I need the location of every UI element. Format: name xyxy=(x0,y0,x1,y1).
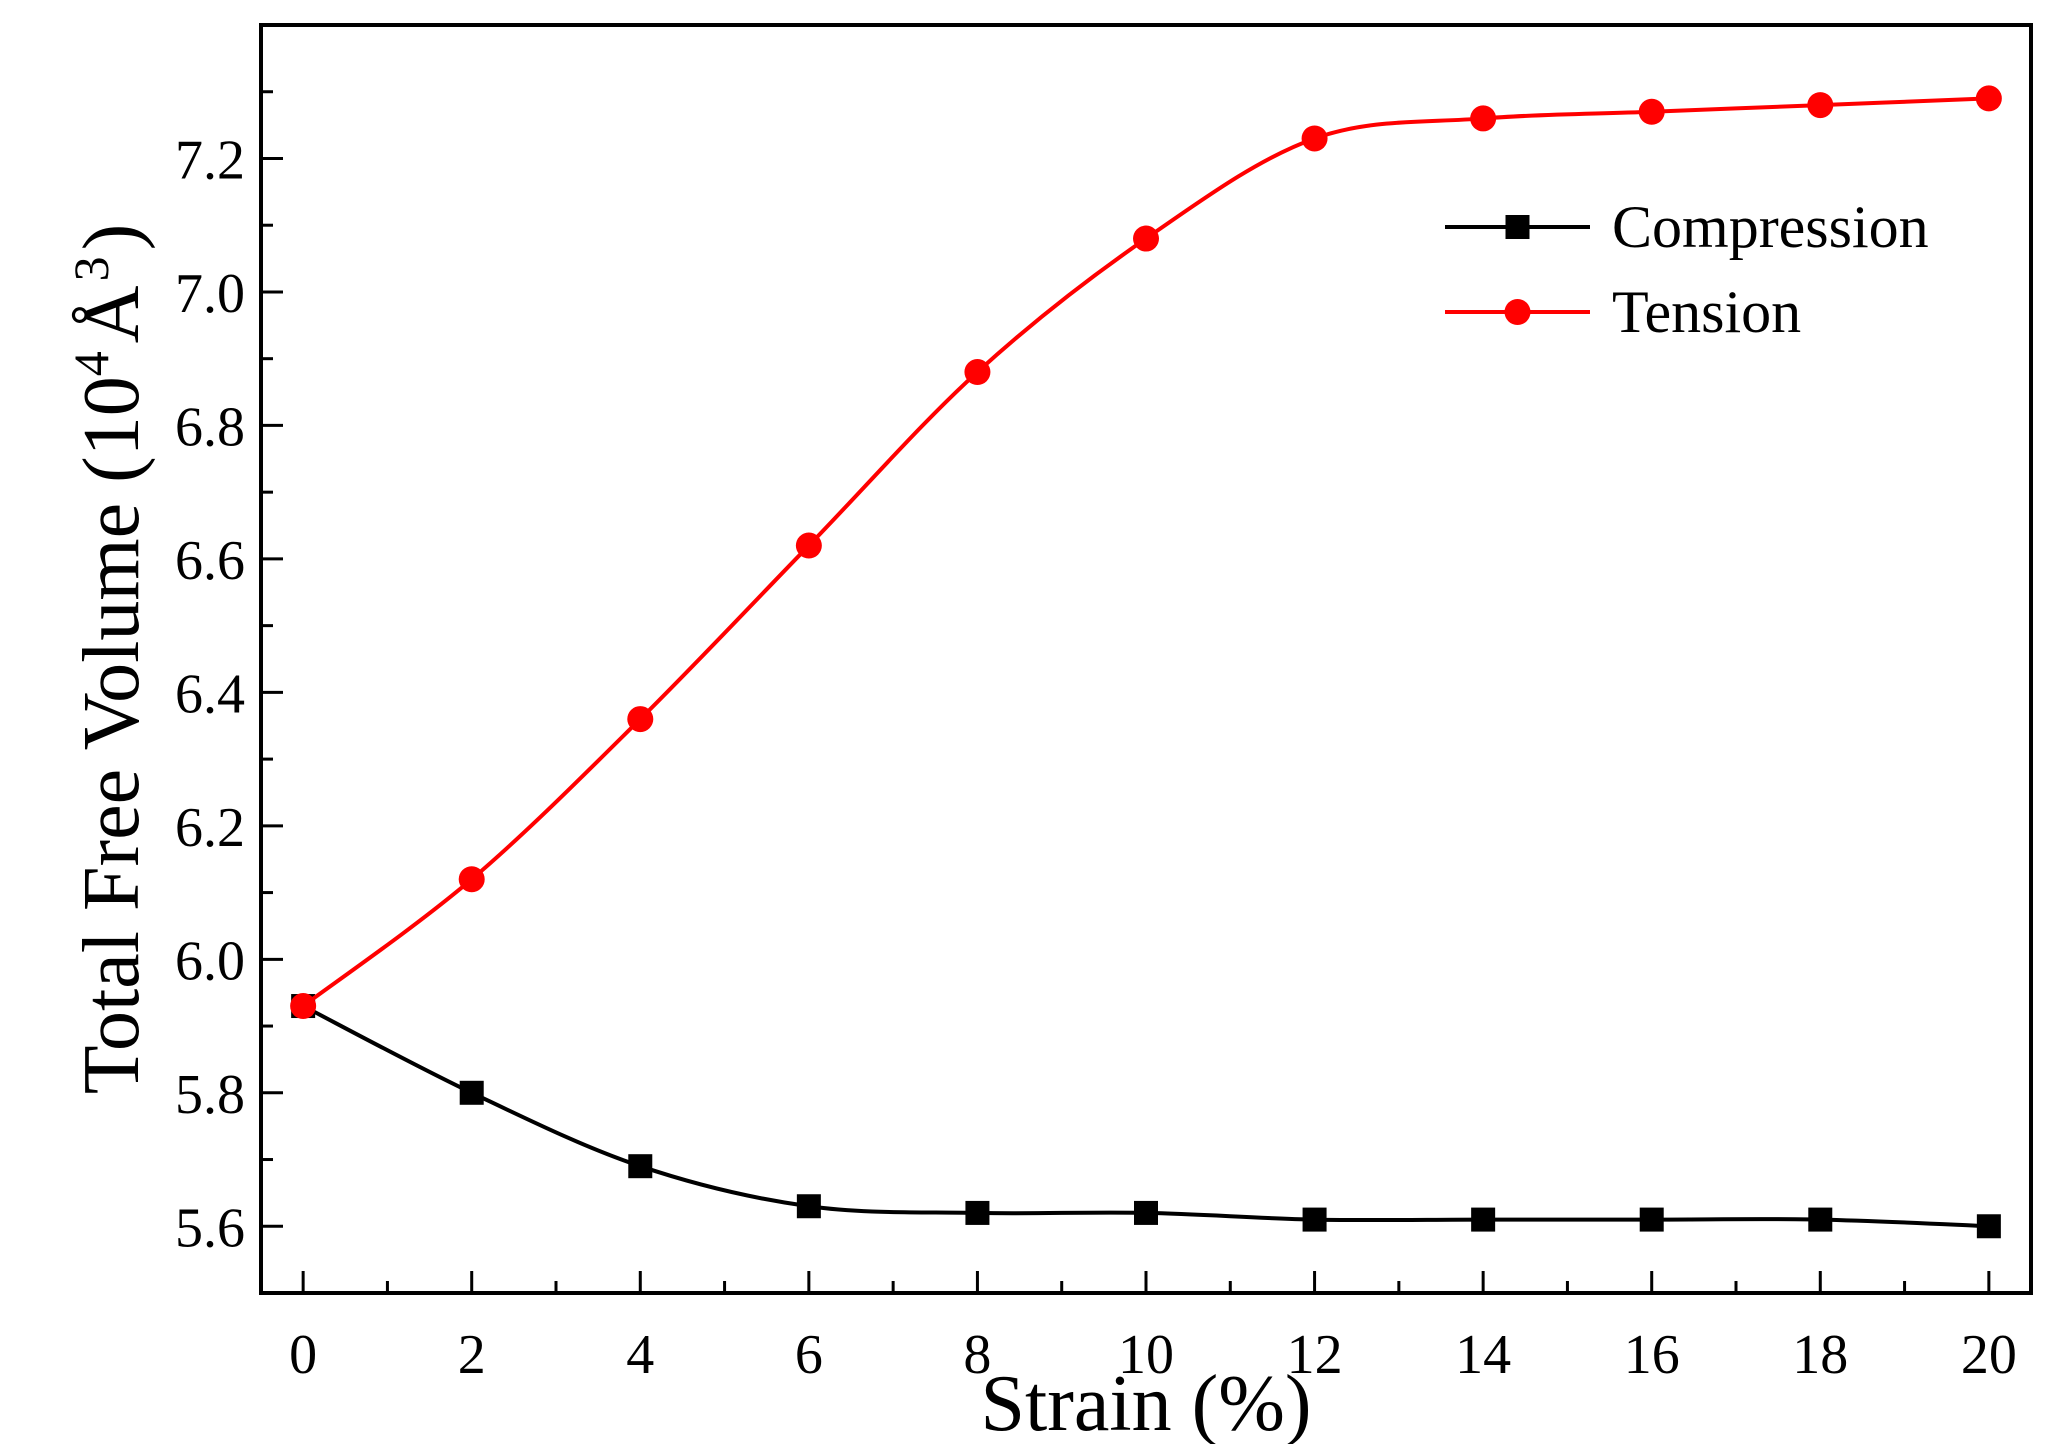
x-tick-labels: 0 2 4 6 8 10 12 14 16 18 20 xyxy=(289,1324,2017,1386)
y-axis-title-prefix: Total Free Volume (10 xyxy=(68,376,156,1094)
data-point-tension xyxy=(964,359,991,386)
y-axis-title-exp1: 4 xyxy=(63,351,119,376)
y-tick-label: 5.8 xyxy=(175,1064,245,1126)
legend-item-compression: Compression xyxy=(1445,194,1929,260)
y-tick-label: 5.6 xyxy=(175,1197,245,1259)
legend: Compression Tension xyxy=(1445,194,1929,345)
y-tick-label: 6.2 xyxy=(175,797,245,859)
series-layer xyxy=(290,85,2002,1239)
y-tick-label: 7.0 xyxy=(175,263,245,325)
x-tick-label: 10 xyxy=(1118,1324,1174,1386)
data-point-tension xyxy=(795,532,822,559)
legend-marker-tension xyxy=(1504,299,1531,325)
data-point-compression xyxy=(965,1200,990,1225)
data-point-compression xyxy=(459,1080,484,1105)
x-tick-label: 16 xyxy=(1624,1324,1680,1386)
x-axis-title: Strain (%) xyxy=(980,1360,1311,1444)
y-tick-label: 6.6 xyxy=(175,530,245,592)
y-axis-title-suffix: ) xyxy=(68,224,156,251)
plot-frame xyxy=(259,23,2033,1295)
data-point-tension xyxy=(1133,225,1159,252)
data-point-tension xyxy=(1638,98,1665,125)
y-tick-label: 7.2 xyxy=(175,129,245,191)
series-tension xyxy=(290,85,2002,1020)
y-axis-title-exp2: 3 xyxy=(63,256,119,281)
x-tick-label: 4 xyxy=(626,1324,654,1386)
data-point-compression xyxy=(1471,1207,1496,1232)
data-point-tension xyxy=(1807,92,1834,119)
series-line-compression xyxy=(302,1004,1989,1229)
y-tick-label: 6.8 xyxy=(175,396,245,458)
data-point-compression xyxy=(1639,1207,1664,1232)
data-point-compression xyxy=(1976,1214,2001,1239)
y-tick-labels: 5.6 5.8 6.0 6.2 6.4 6.6 6.8 7.0 7.2 xyxy=(175,129,245,1259)
x-tick-label: 20 xyxy=(1961,1324,2017,1386)
y-tick-label: 6.0 xyxy=(175,930,245,992)
y-axis-title: Total Free Volume (104 Å 3) xyxy=(63,224,156,1094)
series-line-tension xyxy=(301,96,1989,1008)
data-point-compression xyxy=(1134,1200,1158,1225)
data-point-compression xyxy=(1302,1207,1327,1232)
tick-marks xyxy=(261,90,1991,1293)
legend-label-compression: Compression xyxy=(1612,194,1929,260)
data-point-tension xyxy=(290,993,317,1020)
data-point-tension xyxy=(1301,125,1328,152)
data-point-compression xyxy=(628,1154,653,1179)
data-point-tension xyxy=(458,866,485,893)
legend-item-tension: Tension xyxy=(1445,279,1801,345)
x-tick-label: 0 xyxy=(289,1324,317,1386)
legend-marker-compression xyxy=(1505,215,1530,239)
y-axis-title-unit: Å xyxy=(68,285,156,343)
y-tick-label: 6.4 xyxy=(175,663,245,725)
data-point-tension xyxy=(627,706,654,733)
x-tick-label: 18 xyxy=(1792,1324,1848,1386)
x-tick-label: 12 xyxy=(1287,1324,1343,1386)
data-point-tension xyxy=(1975,85,2002,112)
x-tick-label: 14 xyxy=(1455,1324,1511,1386)
data-point-tension xyxy=(1470,105,1497,132)
x-tick-label: 6 xyxy=(795,1324,823,1386)
x-tick-label: 2 xyxy=(458,1324,486,1386)
legend-label-tension: Tension xyxy=(1612,279,1801,345)
x-tick-label: 8 xyxy=(963,1324,991,1386)
data-point-compression xyxy=(796,1194,821,1219)
data-point-compression xyxy=(1808,1207,1833,1232)
